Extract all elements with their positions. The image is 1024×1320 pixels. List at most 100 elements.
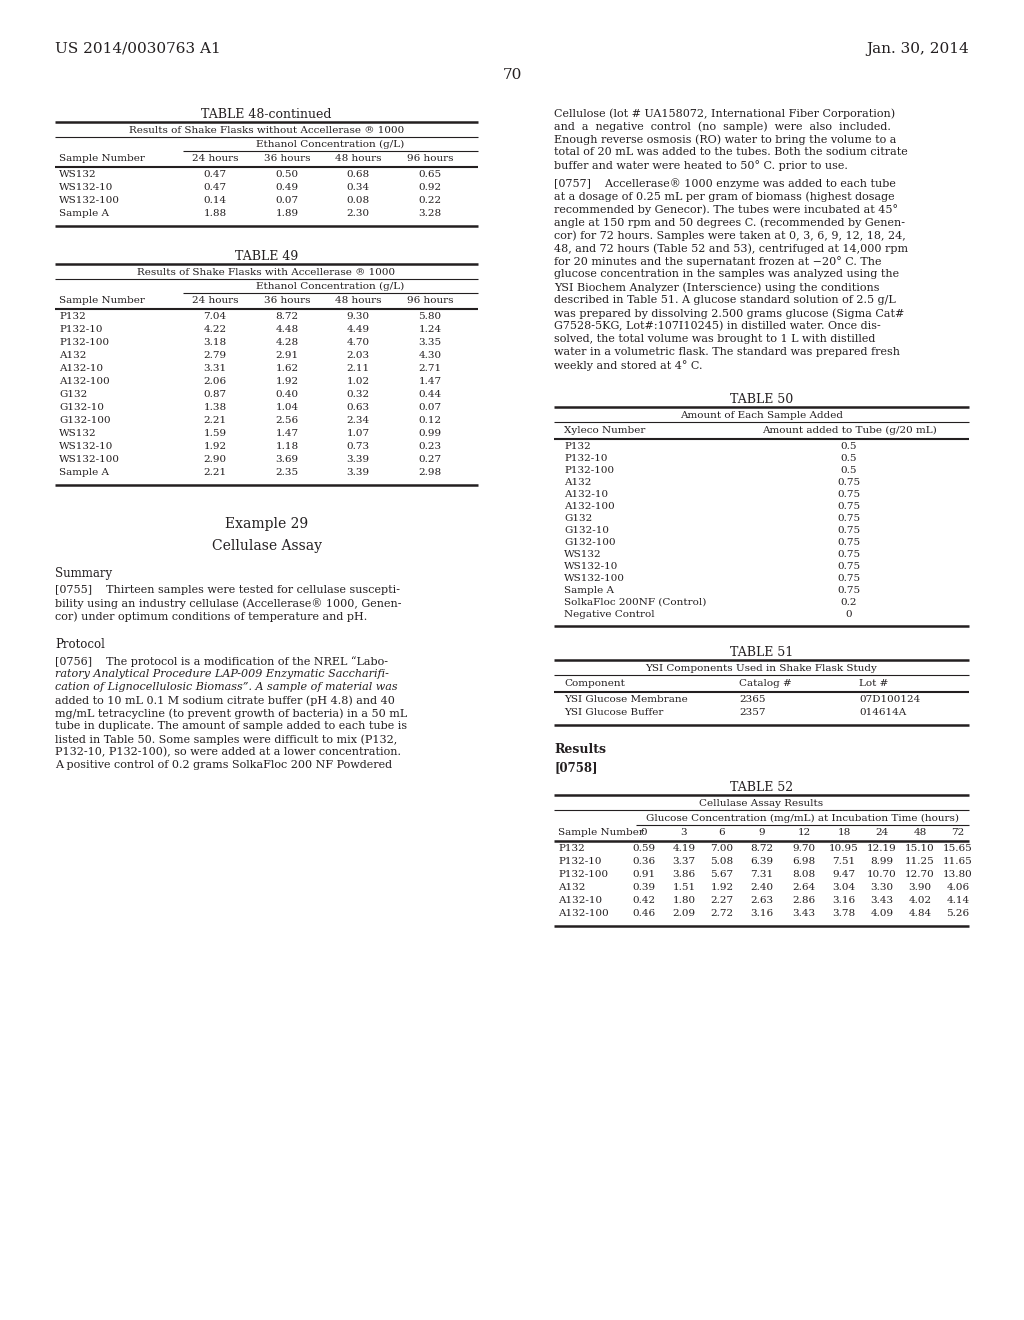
Text: TABLE 50: TABLE 50	[730, 393, 794, 407]
Text: 4.02: 4.02	[908, 896, 932, 906]
Text: P132-100: P132-100	[558, 870, 608, 879]
Text: 0.75: 0.75	[838, 478, 860, 487]
Text: 0.75: 0.75	[838, 539, 860, 546]
Text: 8.72: 8.72	[275, 312, 299, 321]
Text: 0.75: 0.75	[838, 586, 860, 595]
Text: 0.49: 0.49	[275, 183, 299, 191]
Text: 2.90: 2.90	[204, 455, 226, 465]
Text: 1.07: 1.07	[346, 429, 370, 438]
Text: cation of Lignocellulosic Biomass”. A sample of material was: cation of Lignocellulosic Biomass”. A sa…	[55, 682, 397, 692]
Text: 3: 3	[681, 828, 687, 837]
Text: WS132-10: WS132-10	[59, 183, 114, 191]
Text: ratory Analytical Procedure LAP-009 Enzymatic Saccharifi-: ratory Analytical Procedure LAP-009 Enzy…	[55, 669, 389, 678]
Text: 2.86: 2.86	[793, 896, 815, 906]
Text: total of 20 mL was added to the tubes. Both the sodium citrate: total of 20 mL was added to the tubes. B…	[554, 147, 907, 157]
Text: 12: 12	[798, 828, 811, 837]
Text: 2.98: 2.98	[419, 469, 441, 477]
Text: WS132: WS132	[564, 550, 602, 558]
Text: 1.92: 1.92	[711, 883, 733, 892]
Text: 0: 0	[641, 828, 647, 837]
Text: 2.79: 2.79	[204, 351, 226, 360]
Text: was prepared by dissolving 2.500 grams glucose (Sigma Cat#: was prepared by dissolving 2.500 grams g…	[554, 308, 904, 318]
Text: Results of Shake Flasks with Accellerase ® 1000: Results of Shake Flasks with Accellerase…	[137, 268, 395, 277]
Text: 6: 6	[719, 828, 725, 837]
Text: 0.42: 0.42	[633, 896, 655, 906]
Text: 70: 70	[503, 69, 521, 82]
Text: 4.48: 4.48	[275, 325, 299, 334]
Text: 2.03: 2.03	[346, 351, 370, 360]
Text: buffer and water were heated to 50° C. prior to use.: buffer and water were heated to 50° C. p…	[554, 160, 848, 170]
Text: WS132-10: WS132-10	[59, 442, 114, 451]
Text: 4.19: 4.19	[673, 843, 695, 853]
Text: 0.75: 0.75	[838, 550, 860, 558]
Text: WS132-100: WS132-100	[564, 574, 625, 583]
Text: bility using an industry cellulase (Accellerase® 1000, Genen-: bility using an industry cellulase (Acce…	[55, 598, 401, 609]
Text: 6.98: 6.98	[793, 857, 815, 866]
Text: 0.65: 0.65	[419, 170, 441, 180]
Text: 3.18: 3.18	[204, 338, 226, 347]
Text: 0.44: 0.44	[419, 389, 441, 399]
Text: P132: P132	[564, 442, 591, 451]
Text: [0755]    Thirteen samples were tested for cellulase suscepti-: [0755] Thirteen samples were tested for …	[55, 585, 400, 595]
Text: YSI Components Used in Shake Flask Study: YSI Components Used in Shake Flask Study	[645, 664, 878, 673]
Text: 0.47: 0.47	[204, 183, 226, 191]
Text: 0.75: 0.75	[838, 502, 860, 511]
Text: 0.91: 0.91	[633, 870, 655, 879]
Text: A132-100: A132-100	[564, 502, 614, 511]
Text: 0.27: 0.27	[419, 455, 441, 465]
Text: 3.78: 3.78	[833, 909, 856, 917]
Text: 3.43: 3.43	[793, 909, 815, 917]
Text: 0.59: 0.59	[633, 843, 655, 853]
Text: 15.10: 15.10	[905, 843, 935, 853]
Text: 0.50: 0.50	[275, 170, 299, 180]
Text: 2.34: 2.34	[346, 416, 370, 425]
Text: 0.63: 0.63	[346, 403, 370, 412]
Text: for 20 minutes and the supernatant frozen at −20° C. The: for 20 minutes and the supernatant froze…	[554, 256, 882, 267]
Text: 2.64: 2.64	[793, 883, 815, 892]
Text: 48 hours: 48 hours	[335, 296, 381, 305]
Text: 0.75: 0.75	[838, 513, 860, 523]
Text: 2.21: 2.21	[204, 416, 226, 425]
Text: 3.90: 3.90	[908, 883, 932, 892]
Text: Results: Results	[554, 743, 606, 756]
Text: A132-100: A132-100	[59, 378, 110, 385]
Text: 3.37: 3.37	[673, 857, 695, 866]
Text: WS132: WS132	[59, 429, 96, 438]
Text: Sample A: Sample A	[59, 209, 109, 218]
Text: 3.31: 3.31	[204, 364, 226, 374]
Text: 1.38: 1.38	[204, 403, 226, 412]
Text: 1.18: 1.18	[275, 442, 299, 451]
Text: 10.70: 10.70	[867, 870, 897, 879]
Text: 5.80: 5.80	[419, 312, 441, 321]
Text: 3.28: 3.28	[419, 209, 441, 218]
Text: recommended by Genecor). The tubes were incubated at 45°: recommended by Genecor). The tubes were …	[554, 205, 898, 215]
Text: at a dosage of 0.25 mL per gram of biomass (highest dosage: at a dosage of 0.25 mL per gram of bioma…	[554, 191, 895, 202]
Text: A132-100: A132-100	[558, 909, 608, 917]
Text: 12.19: 12.19	[867, 843, 897, 853]
Text: 0.2: 0.2	[841, 598, 857, 607]
Text: WS132-100: WS132-100	[59, 455, 120, 465]
Text: 48: 48	[913, 828, 927, 837]
Text: 8.72: 8.72	[751, 843, 773, 853]
Text: YSI Glucose Buffer: YSI Glucose Buffer	[564, 708, 664, 717]
Text: G132-10: G132-10	[564, 525, 609, 535]
Text: 2.30: 2.30	[346, 209, 370, 218]
Text: G132: G132	[59, 389, 87, 399]
Text: WS132-10: WS132-10	[564, 562, 618, 572]
Text: A132-10: A132-10	[59, 364, 103, 374]
Text: Protocol: Protocol	[55, 638, 104, 651]
Text: mg/mL tetracycline (to prevent growth of bacteria) in a 50 mL: mg/mL tetracycline (to prevent growth of…	[55, 708, 408, 718]
Text: P132-100: P132-100	[564, 466, 614, 475]
Text: angle at 150 rpm and 50 degrees C. (recommended by Genen-: angle at 150 rpm and 50 degrees C. (reco…	[554, 216, 905, 227]
Text: Results of Shake Flasks without Accellerase ® 1000: Results of Shake Flasks without Acceller…	[129, 125, 404, 135]
Text: 0.47: 0.47	[204, 170, 226, 180]
Text: 36 hours: 36 hours	[264, 296, 310, 305]
Text: 0: 0	[846, 610, 852, 619]
Text: 1.80: 1.80	[673, 896, 695, 906]
Text: YSI Biochem Analyzer (Interscience) using the conditions: YSI Biochem Analyzer (Interscience) usin…	[554, 282, 880, 293]
Text: solved, the total volume was brought to 1 L with distilled: solved, the total volume was brought to …	[554, 334, 876, 345]
Text: 1.02: 1.02	[346, 378, 370, 385]
Text: P132-10: P132-10	[564, 454, 607, 463]
Text: Ethanol Concentration (g/L): Ethanol Concentration (g/L)	[256, 282, 404, 292]
Text: 3.30: 3.30	[870, 883, 894, 892]
